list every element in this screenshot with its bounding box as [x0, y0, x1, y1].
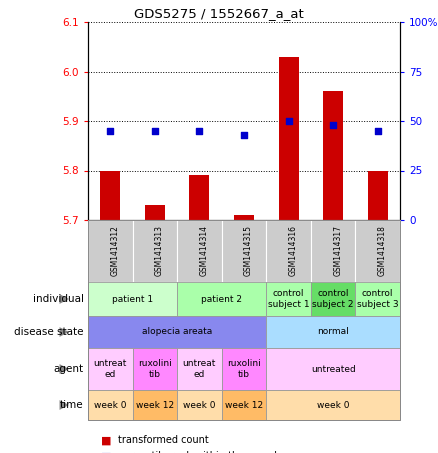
- Point: [152, 127, 159, 135]
- Text: GSM1414312: GSM1414312: [110, 226, 119, 276]
- Point: [285, 117, 292, 125]
- Text: GSM1414316: GSM1414316: [289, 226, 297, 276]
- Text: GSM1414315: GSM1414315: [244, 226, 253, 276]
- Text: transformed count: transformed count: [118, 435, 209, 445]
- Text: week 0: week 0: [94, 400, 127, 410]
- Bar: [189, 175, 209, 220]
- Text: ruxolini
tib: ruxolini tib: [138, 359, 172, 379]
- Text: ■: ■: [101, 451, 112, 453]
- Bar: [367, 170, 388, 220]
- Text: week 0: week 0: [183, 400, 215, 410]
- Text: individual: individual: [32, 294, 84, 304]
- Text: GSM1414318: GSM1414318: [378, 226, 387, 276]
- Text: GSM1414317: GSM1414317: [333, 226, 342, 276]
- Text: patient 2: patient 2: [201, 294, 242, 304]
- Text: untreated: untreated: [311, 365, 356, 374]
- Text: percentile rank within the sample: percentile rank within the sample: [118, 451, 283, 453]
- Bar: [323, 92, 343, 220]
- Text: GSM1414314: GSM1414314: [199, 226, 208, 276]
- Text: agent: agent: [53, 364, 84, 374]
- Text: week 0: week 0: [317, 400, 350, 410]
- Text: normal: normal: [317, 328, 349, 337]
- Point: [107, 127, 114, 135]
- Text: GSM1414313: GSM1414313: [155, 226, 164, 276]
- Text: GDS5275 / 1552667_a_at: GDS5275 / 1552667_a_at: [134, 7, 304, 20]
- Bar: [279, 57, 299, 220]
- Point: [374, 127, 381, 135]
- Text: patient 1: patient 1: [112, 294, 153, 304]
- Text: week 12: week 12: [225, 400, 263, 410]
- Text: disease state: disease state: [14, 327, 84, 337]
- Point: [240, 131, 247, 139]
- Text: untreat
ed: untreat ed: [94, 359, 127, 379]
- Text: ruxolini
tib: ruxolini tib: [227, 359, 261, 379]
- Point: [196, 127, 203, 135]
- Text: control
subject 3: control subject 3: [357, 289, 399, 308]
- Bar: [234, 215, 254, 220]
- Text: control
subject 2: control subject 2: [312, 289, 354, 308]
- Point: [330, 121, 337, 129]
- Bar: [145, 205, 165, 220]
- Text: week 12: week 12: [136, 400, 174, 410]
- Text: ■: ■: [101, 435, 112, 445]
- Text: time: time: [60, 400, 84, 410]
- Text: alopecia areata: alopecia areata: [142, 328, 212, 337]
- Text: control
subject 1: control subject 1: [268, 289, 309, 308]
- Bar: [100, 170, 120, 220]
- Text: untreat
ed: untreat ed: [183, 359, 216, 379]
